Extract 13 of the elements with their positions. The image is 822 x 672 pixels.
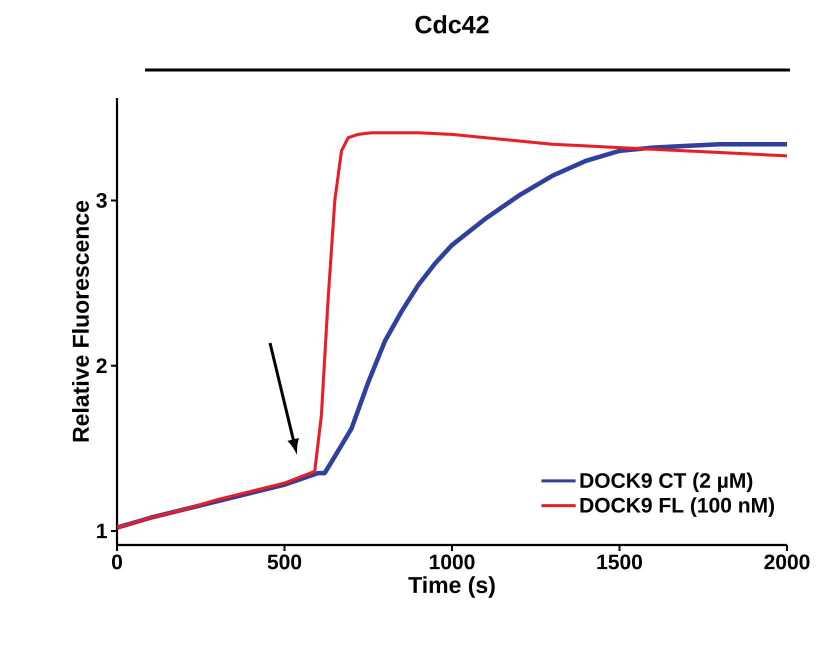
y-tick-label: 3: [96, 192, 107, 208]
y-tick-label: 1: [97, 524, 107, 538]
x-axis-title: Time (s): [408, 576, 495, 598]
y-axis-title: Relative Fluorescence: [72, 200, 89, 442]
y-tick-label: 2: [96, 358, 107, 374]
x-tick-label: 500: [268, 554, 302, 570]
chart-title: Cdc42: [416, 15, 489, 34]
x-tick-label: 2000: [764, 554, 810, 570]
x-tick-label: 0: [112, 554, 122, 570]
x-tick-label: 1000: [430, 554, 474, 570]
x-tick-label: 1500: [597, 554, 642, 570]
legend-label: DOCK9 CT (2 µM): [580, 472, 752, 492]
legend-label: DOCK9 FL (100 nM): [580, 497, 774, 517]
